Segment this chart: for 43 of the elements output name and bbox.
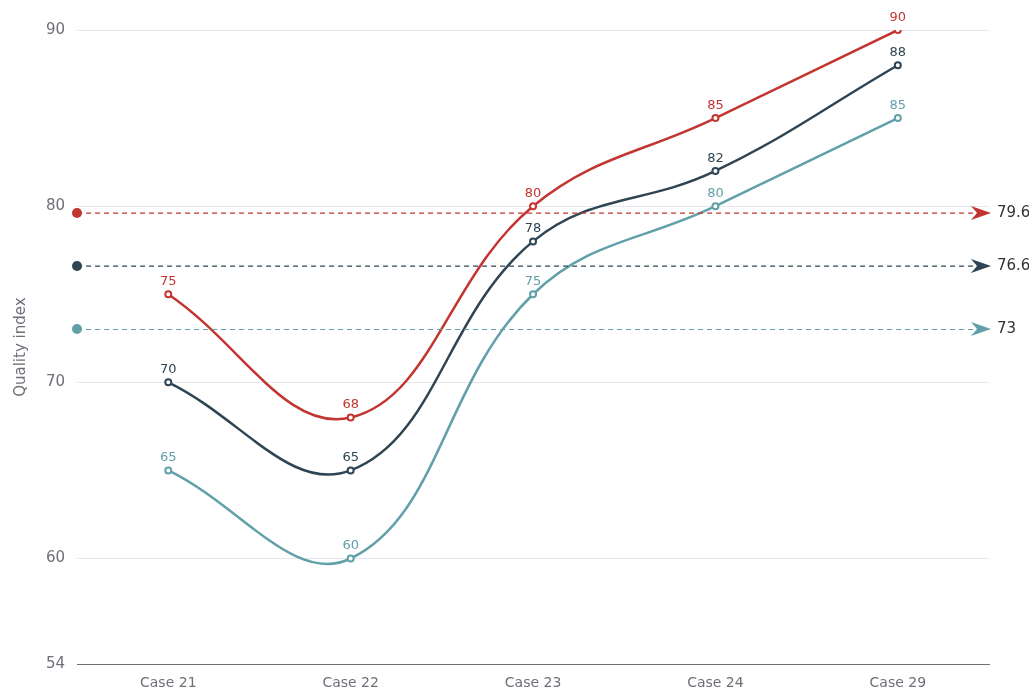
data-label: 68: [342, 396, 359, 412]
ref-line-label: 76.6: [997, 255, 1029, 274]
y-axis-title: Quality index: [10, 297, 29, 397]
data-label: 70: [160, 361, 177, 377]
data-label: 65: [160, 449, 177, 465]
data-label: 80: [707, 185, 724, 201]
ref-line-label: 73: [997, 319, 1017, 338]
data-label: 65: [342, 449, 359, 465]
y-tick-label: 70: [45, 372, 66, 391]
ref-line-label: 79.6: [997, 203, 1029, 222]
point: [529, 202, 538, 211]
data-label: 80: [524, 185, 542, 201]
point: [346, 466, 355, 475]
point: [711, 114, 720, 123]
data-label: 78: [524, 220, 542, 236]
y-tick-label: 80: [45, 196, 66, 215]
data-label: 60: [342, 537, 359, 553]
data-label: 88: [889, 44, 907, 60]
x-tick-label: Case 23: [504, 674, 562, 691]
y-tick-label: 60: [45, 548, 66, 567]
point: [711, 202, 720, 211]
point: [529, 290, 538, 299]
y-tick-label: 90: [45, 19, 66, 38]
point: [529, 237, 538, 246]
x-tick-label: Case 24: [687, 674, 744, 691]
y-tick-label: 54: [45, 654, 66, 673]
point: [346, 413, 355, 422]
point: [164, 466, 173, 475]
x-tick-label: Case 29: [869, 674, 927, 691]
x-tick-label: Case 22: [322, 674, 379, 691]
data-label: 90: [889, 8, 907, 24]
point: [711, 166, 720, 175]
data-label: 85: [889, 96, 907, 112]
point: [346, 554, 355, 563]
point: [164, 378, 173, 387]
point: [164, 290, 173, 299]
data-label: 82: [707, 149, 724, 165]
point: [893, 61, 902, 70]
data-label: 85: [707, 96, 724, 112]
x-tick-label: Case 21: [140, 674, 197, 691]
data-label: 75: [524, 273, 542, 289]
data-label: 75: [160, 273, 177, 289]
point: [893, 114, 902, 123]
